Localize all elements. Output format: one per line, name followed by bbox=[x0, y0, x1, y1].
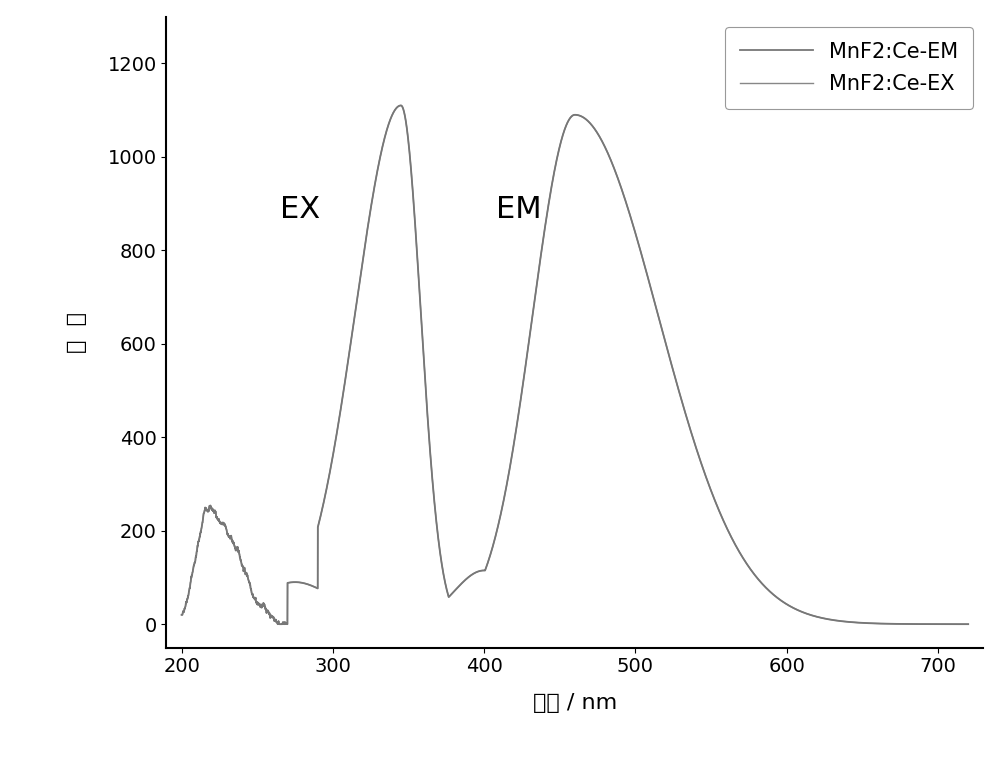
X-axis label: 波长 / nm: 波长 / nm bbox=[533, 693, 617, 713]
Legend: MnF2:Ce-EM, MnF2:Ce-EX: MnF2:Ce-EM, MnF2:Ce-EX bbox=[725, 27, 973, 109]
MnF2:Ce-EM bbox=[528, 298, 540, 307]
MnF2:Ce-EM bbox=[956, 620, 968, 629]
MnF2:Ce-EM bbox=[272, 620, 284, 629]
MnF2:Ce-EM bbox=[962, 620, 974, 629]
Line: MnF2:Ce-EM: MnF2:Ce-EM bbox=[182, 105, 968, 624]
MnF2:Ce-EX bbox=[528, 298, 540, 307]
MnF2:Ce-EX bbox=[367, 193, 379, 202]
MnF2:Ce-EX bbox=[363, 217, 375, 227]
MnF2:Ce-EM bbox=[472, 567, 484, 576]
MnF2:Ce-EM bbox=[358, 244, 370, 253]
MnF2:Ce-EM bbox=[367, 193, 379, 202]
MnF2:Ce-EX bbox=[358, 244, 370, 253]
MnF2:Ce-EM bbox=[363, 217, 375, 227]
MnF2:Ce-EX bbox=[472, 567, 484, 576]
Text: EM: EM bbox=[496, 194, 542, 223]
MnF2:Ce-EM bbox=[176, 611, 188, 620]
MnF2:Ce-EX bbox=[395, 101, 407, 110]
MnF2:Ce-EX bbox=[176, 611, 188, 620]
Line: MnF2:Ce-EX: MnF2:Ce-EX bbox=[182, 105, 968, 624]
MnF2:Ce-EX bbox=[272, 620, 284, 629]
MnF2:Ce-EM bbox=[395, 101, 407, 110]
MnF2:Ce-EX bbox=[962, 620, 974, 629]
MnF2:Ce-EX bbox=[956, 620, 968, 629]
Y-axis label: 强  度: 强 度 bbox=[67, 312, 87, 353]
Text: EX: EX bbox=[280, 194, 320, 223]
